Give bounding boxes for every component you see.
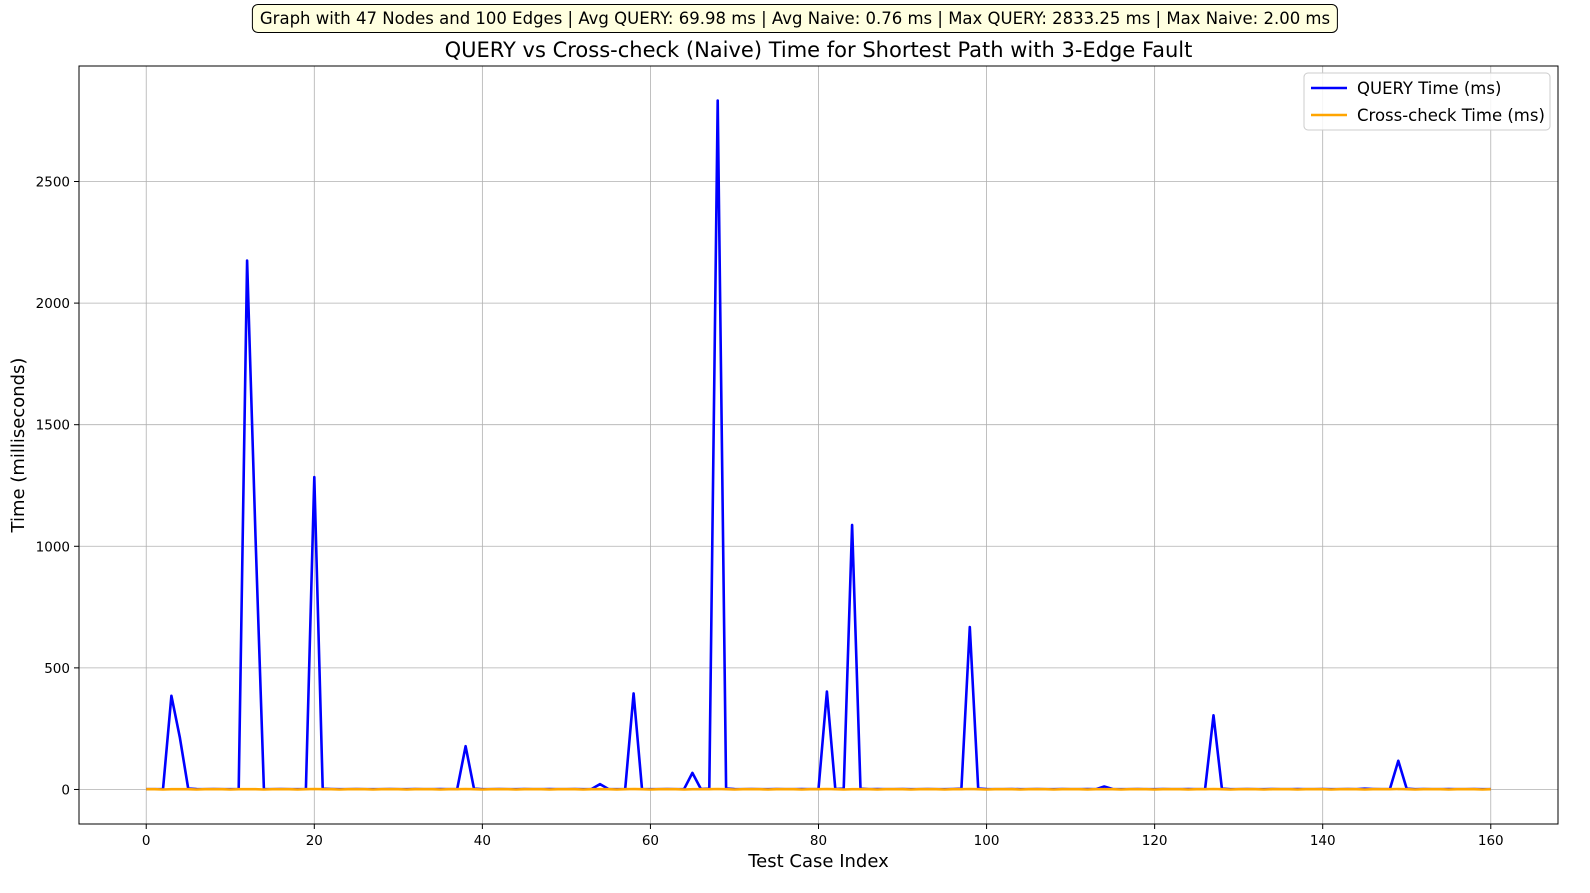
x-tick-label: 140	[1310, 833, 1336, 849]
x-tick-label: 80	[810, 833, 827, 849]
x-tick-label: 120	[1142, 833, 1168, 849]
series-line-cross-check	[146, 787, 1491, 791]
legend: QUERY Time (ms) Cross-check Time (ms)	[1303, 72, 1551, 131]
x-tick-label: 20	[306, 833, 323, 849]
y-tick-label: 2500	[36, 175, 70, 191]
y-tick-label: 500	[44, 661, 70, 677]
x-tick-label: 100	[974, 833, 1000, 849]
summary-info-box: Graph with 47 Nodes and 100 Edges | Avg …	[251, 4, 1339, 33]
x-axis-label: Test Case Index	[747, 851, 889, 872]
y-tick-label: 1000	[36, 539, 70, 555]
x-tick-label: 60	[642, 833, 659, 849]
y-axis-label: Time (milliseconds)	[8, 358, 29, 534]
series-lines	[146, 99, 1491, 791]
y-tick-label: 0	[61, 782, 70, 798]
chart-title: QUERY vs Cross-check (Naive) Time for Sh…	[445, 38, 1193, 62]
legend-label: QUERY Time (ms)	[1357, 79, 1501, 98]
y-tick-label: 1500	[36, 418, 70, 434]
x-tick-label: 160	[1478, 833, 1504, 849]
legend-label: Cross-check Time (ms)	[1357, 106, 1545, 125]
x-tick-label: 0	[142, 833, 151, 849]
y-tick-label: 2000	[36, 296, 70, 312]
grid	[79, 66, 1558, 824]
axis-ticks: 0 20 40 60 80 100 120 140 160 0 500 1000 1500 2000 250…	[36, 175, 1504, 849]
legend-box	[1303, 72, 1551, 131]
x-tick-label: 40	[474, 833, 491, 849]
